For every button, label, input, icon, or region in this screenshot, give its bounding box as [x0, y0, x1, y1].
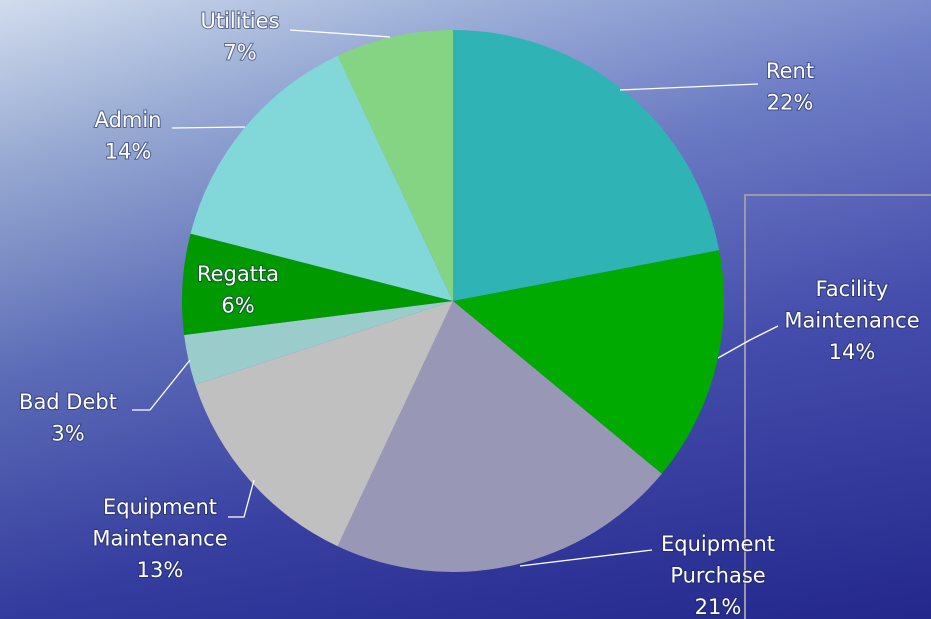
value-label: 6%	[221, 294, 254, 318]
pie	[182, 30, 724, 572]
value-label: 14%	[105, 140, 152, 164]
value-label: 7%	[223, 41, 256, 65]
category-label: Utilities	[200, 9, 279, 33]
category-label: Rent	[766, 59, 814, 83]
category-label: Admin	[95, 108, 162, 132]
chart: Rent22%FacilityMaintenance14%EquipmentPu…	[0, 0, 931, 619]
value-label: 21%	[695, 595, 742, 619]
category-label: Regatta	[197, 262, 279, 286]
value-label: 13%	[137, 558, 184, 582]
category-label: Bad Debt	[19, 390, 117, 414]
value-label: 3%	[51, 422, 84, 446]
value-label: 14%	[829, 340, 876, 364]
value-label: 22%	[767, 91, 814, 115]
